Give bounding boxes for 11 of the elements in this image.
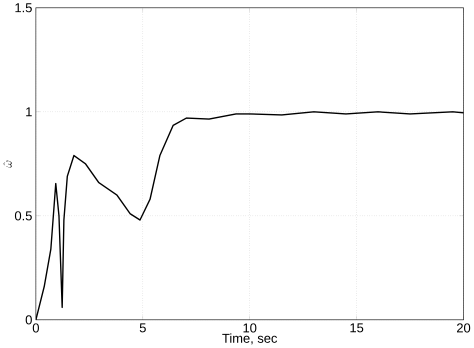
y-axis-title: $\hat{\omega}$: [3, 160, 12, 168]
y-tick-label: 0.5: [14, 211, 32, 221]
x-tick-label: 5: [140, 324, 146, 333]
x-tick-label: 10: [244, 324, 256, 333]
x-axis-title: Time, sec: [222, 334, 278, 345]
y-tick-label: 1.5: [15, 3, 32, 12]
x-tick-label: 20: [456, 324, 470, 333]
x-tick-label: 0: [32, 324, 39, 333]
y-tick-label: 0: [26, 315, 32, 325]
x-tick-label: 15: [350, 324, 364, 333]
y-tick-label: 1: [26, 108, 32, 116]
